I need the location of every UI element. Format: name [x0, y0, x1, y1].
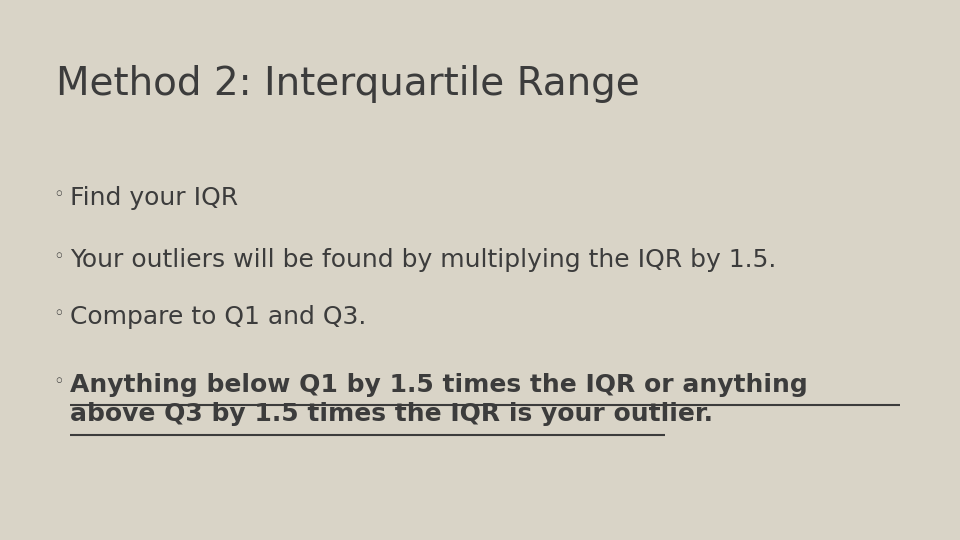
- Text: ◦: ◦: [53, 373, 63, 390]
- Text: ◦: ◦: [53, 186, 63, 204]
- Text: ◦: ◦: [53, 305, 63, 323]
- Text: Compare to Q1 and Q3.: Compare to Q1 and Q3.: [70, 305, 367, 329]
- Text: Anything below Q1 by 1.5 times the IQR or anything
above Q3 by 1.5 times the IQR: Anything below Q1 by 1.5 times the IQR o…: [70, 373, 807, 426]
- Text: Find your IQR: Find your IQR: [70, 186, 238, 210]
- Text: ◦: ◦: [53, 248, 63, 266]
- Text: Method 2: Interquartile Range: Method 2: Interquartile Range: [56, 65, 639, 103]
- Text: Your outliers will be found by multiplying the IQR by 1.5.: Your outliers will be found by multiplyi…: [70, 248, 777, 272]
